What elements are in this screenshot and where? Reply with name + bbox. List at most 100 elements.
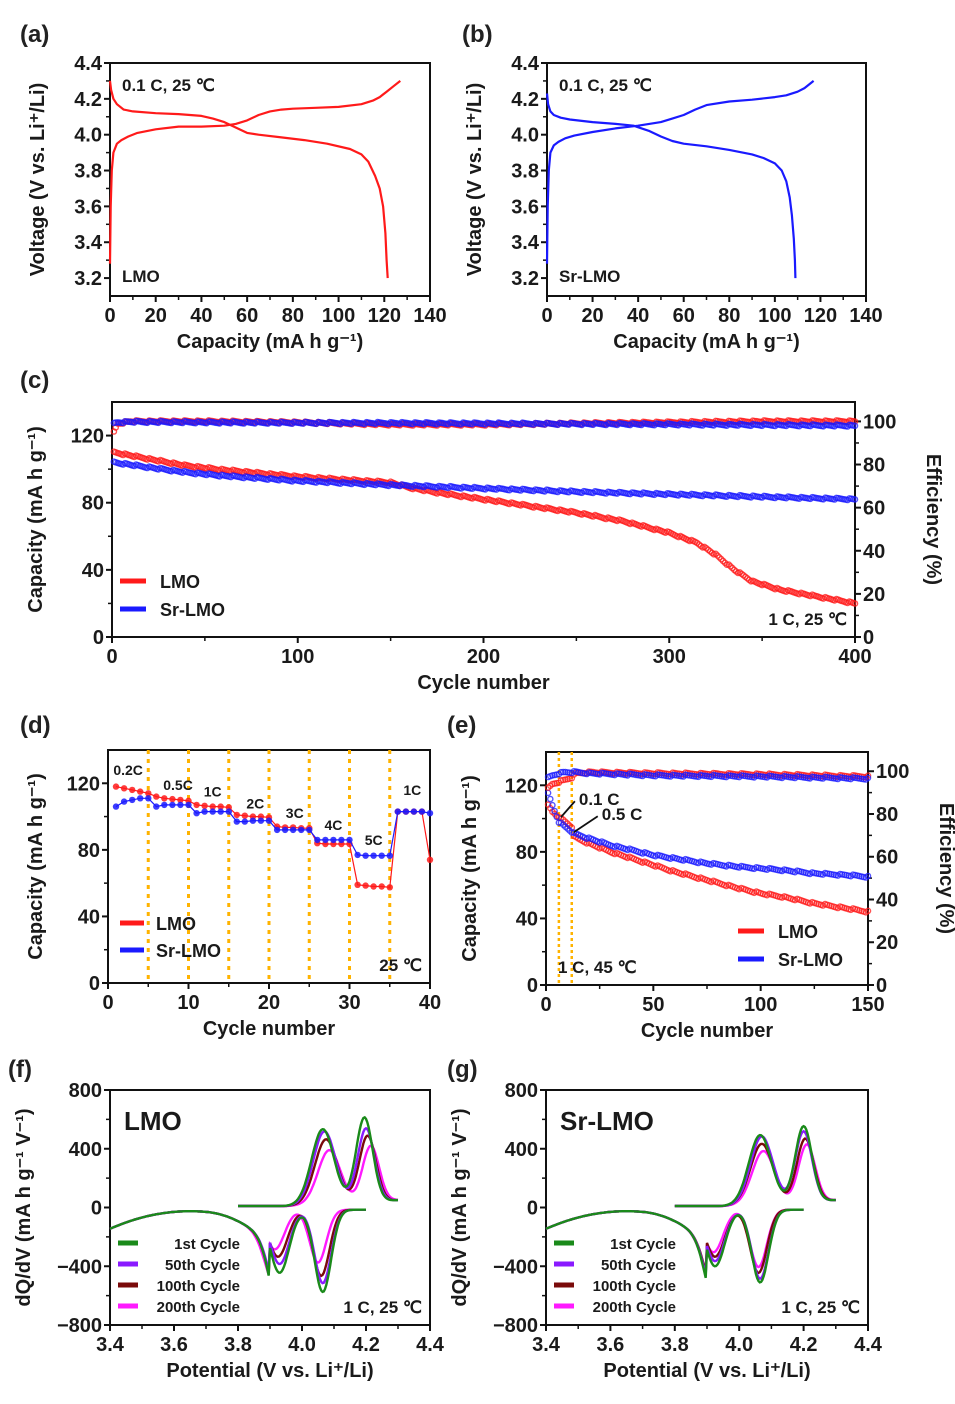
data-point-Sr-LMO xyxy=(362,852,369,859)
data-point-LMO xyxy=(370,883,377,890)
data-point-Sr-LMO xyxy=(273,826,281,834)
y-tick-label: −400 xyxy=(493,1256,538,1278)
y-axis-label: dQ/dV (mA h g⁻¹ V⁻¹) xyxy=(13,1108,35,1306)
data-point-LMO xyxy=(426,856,434,863)
x-tick-label: 140 xyxy=(413,305,446,327)
x-tick-label: 100 xyxy=(322,305,355,327)
x-tick-label: 3.6 xyxy=(596,1334,624,1356)
y-tick-label: 3.4 xyxy=(511,232,540,254)
rate-label: 3C xyxy=(286,805,304,821)
data-point-Sr-LMO xyxy=(402,808,410,815)
y-axis-label: Voltage (V vs. Li⁺/Li) xyxy=(27,83,49,277)
rate-label: 0.2C xyxy=(113,762,143,778)
x-tick-label: 10 xyxy=(177,992,199,1014)
y-tick-label: 80 xyxy=(82,493,104,515)
data-point-Sr-LMO xyxy=(193,810,200,817)
x-tick-label: 20 xyxy=(258,992,280,1014)
x-axis-label: Cycle number xyxy=(203,1018,335,1040)
y-axis-label: dQ/dV (mA h g⁻¹ V⁻¹) xyxy=(449,1108,471,1306)
series-charge-curve xyxy=(545,80,815,264)
x-tick-label: 4.0 xyxy=(725,1334,753,1356)
x-tick-label: 120 xyxy=(804,305,837,327)
data-point-Sr-LMO xyxy=(281,826,289,834)
y-tick-label: 4.4 xyxy=(74,53,103,75)
y-tick-label: 0 xyxy=(89,973,100,995)
x-tick-label: 100 xyxy=(281,646,314,668)
data-point-LMO xyxy=(153,793,160,800)
data-point-Sr-LMO xyxy=(185,801,192,809)
chart-a-voltage-profile-lmo: 0 20 40 60 80 100 120 140 3.2 3.4 3.6 3.8 4.0 4.2 4.4 C… xyxy=(27,53,447,353)
condition-annotation: 1 C, 25 ℃ xyxy=(768,610,847,629)
condition-annotation: 1 C, 45 ℃ xyxy=(558,958,637,977)
panel-label-d: (d) xyxy=(20,712,51,739)
data-point-LMO xyxy=(145,790,152,797)
x-tick-label: 3.8 xyxy=(224,1334,252,1356)
data-point xyxy=(864,872,872,880)
legend-label: Sr-LMO xyxy=(160,600,225,620)
data-point-LMO xyxy=(378,883,385,890)
y-tick-label: 80 xyxy=(78,840,100,862)
y-tick-label: 120 xyxy=(67,773,100,795)
condition-annotation: 1 C, 25 ℃ xyxy=(343,1298,422,1317)
x-tick-label: 400 xyxy=(838,646,871,668)
x-tick-label: 200 xyxy=(467,646,500,668)
x-tick-label: 80 xyxy=(282,305,304,327)
condition-annotation: 25 ℃ xyxy=(379,956,422,975)
legend-label: LMO xyxy=(160,572,200,592)
x-tick-label: 140 xyxy=(849,305,882,327)
y-tick-label: 4.0 xyxy=(74,125,102,147)
x-tick-label: 300 xyxy=(653,646,686,668)
data-point-Sr-LMO xyxy=(249,817,257,824)
y2-axis-label: Efficiency (%) xyxy=(922,454,944,585)
data-point-LMO xyxy=(169,795,176,803)
rate-label: 5C xyxy=(365,832,383,848)
data-point-LMO xyxy=(161,795,168,802)
y2-tick-label: 20 xyxy=(863,584,885,606)
x-axis-label: Capacity (mA h g⁻¹) xyxy=(177,331,364,353)
condition-annotation: 0.1 C, 25 ℃ xyxy=(122,76,215,95)
data-point xyxy=(551,807,558,815)
x-tick-label: 0 xyxy=(102,992,113,1014)
legend-label: LMO xyxy=(778,922,818,942)
y-tick-label: 0 xyxy=(527,1198,538,1220)
data-point-Sr-LMO xyxy=(298,826,305,834)
rate-label: 0.1 C xyxy=(579,790,620,809)
data-point-Sr-LMO xyxy=(217,808,224,815)
y-tick-label: 120 xyxy=(505,775,538,797)
data-point xyxy=(557,768,565,776)
data-point-Sr-LMO xyxy=(354,851,361,859)
y-axis-label: Capacity (mA h g⁻¹) xyxy=(25,426,47,613)
y-tick-label: 120 xyxy=(71,426,104,448)
charge-curve-1st-cycle xyxy=(238,1115,399,1208)
data-point-Sr-LMO xyxy=(410,808,418,815)
x-tick-label: 0 xyxy=(106,646,117,668)
sample-label: LMO xyxy=(122,267,160,286)
y-tick-label: 0 xyxy=(93,627,104,649)
data-point-LMO xyxy=(362,882,369,889)
x-tick-label: 3.6 xyxy=(160,1334,188,1356)
data-point-Sr-LMO xyxy=(314,836,321,844)
y-tick-label: 4.0 xyxy=(511,125,539,147)
data-point xyxy=(864,907,872,915)
panel-label-a: (a) xyxy=(20,21,49,48)
panel-label-e: (e) xyxy=(447,712,476,739)
charge-curve-1st-cycle xyxy=(674,1124,836,1208)
data-point-Sr-LMO xyxy=(169,801,176,809)
data-point-Sr-LMO xyxy=(370,852,377,859)
y-tick-label: 3.6 xyxy=(511,196,539,218)
y-tick-label: 3.8 xyxy=(74,161,102,183)
plot-frame xyxy=(109,62,431,297)
panel-label-c: (c) xyxy=(20,367,49,394)
data-point-Sr-LMO xyxy=(201,808,208,815)
y2-tick-label: 40 xyxy=(876,889,898,911)
x-tick-label: 4.4 xyxy=(854,1334,883,1356)
data-point-Sr-LMO xyxy=(145,795,152,802)
condition-annotation: 1 C, 25 ℃ xyxy=(781,1298,860,1317)
legend-label: 1st Cycle xyxy=(610,1236,676,1253)
y-tick-label: −800 xyxy=(493,1315,538,1337)
data-point xyxy=(851,600,859,607)
x-tick-label: 4.0 xyxy=(288,1334,316,1356)
data-point xyxy=(851,496,859,503)
x-tick-label: 120 xyxy=(368,305,401,327)
